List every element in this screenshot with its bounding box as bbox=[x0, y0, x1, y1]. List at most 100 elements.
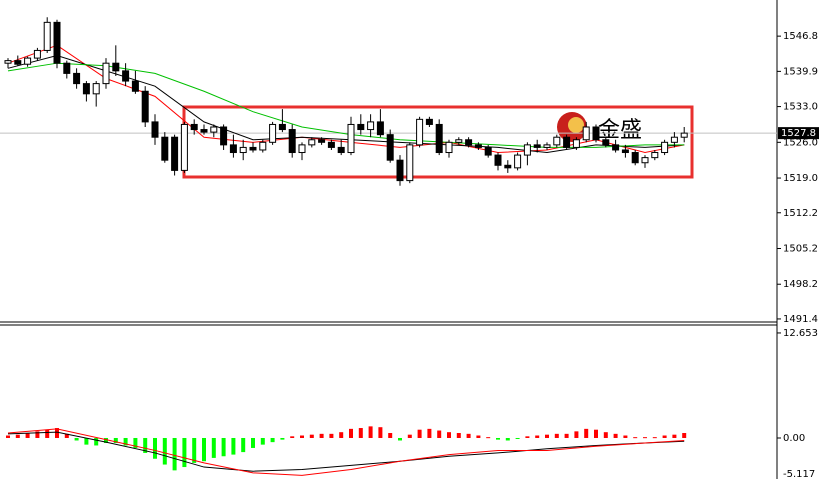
histogram-bar bbox=[515, 437, 520, 439]
histogram-bar bbox=[329, 433, 334, 438]
histogram-bar bbox=[192, 437, 197, 463]
logo-text: 金盛 bbox=[598, 118, 642, 143]
histogram-bar bbox=[113, 437, 118, 443]
histogram-bar bbox=[662, 435, 667, 438]
candle-body bbox=[298, 144, 306, 154]
candle-body bbox=[484, 146, 492, 156]
candle-body bbox=[621, 149, 629, 154]
y-tick-label: 1505.2 bbox=[783, 243, 818, 254]
histogram-bar bbox=[182, 437, 187, 468]
candle-body bbox=[327, 141, 335, 148]
histogram-bar bbox=[35, 431, 40, 438]
candle-body bbox=[249, 146, 257, 151]
candle-body bbox=[220, 126, 228, 146]
histogram-bar bbox=[535, 435, 540, 438]
histogram-bar bbox=[349, 428, 353, 438]
last-price-box bbox=[778, 127, 819, 140]
histogram-bar bbox=[300, 435, 304, 438]
candle-body bbox=[533, 144, 541, 148]
histogram-bar bbox=[554, 433, 559, 438]
histogram-bar bbox=[221, 437, 226, 457]
histogram-bar bbox=[564, 433, 569, 438]
y-tick-label: 1539.9 bbox=[783, 66, 818, 77]
histogram-bar bbox=[25, 433, 30, 438]
candle-body bbox=[14, 60, 22, 65]
candle-body bbox=[43, 21, 51, 51]
candle-body bbox=[680, 132, 688, 138]
y-tick-label: 1491.4 bbox=[783, 314, 818, 325]
histogram-bar bbox=[319, 433, 324, 438]
candle-body bbox=[504, 164, 512, 169]
histogram-bar bbox=[427, 428, 432, 438]
price-panel: 1527.8 1546.8 1539.9 1533.0 1526.0 1519.0 1512… bbox=[0, 17, 819, 325]
histogram-bar bbox=[398, 437, 402, 441]
candle-body bbox=[33, 49, 41, 59]
candle-body bbox=[602, 139, 610, 146]
candle-body bbox=[435, 123, 443, 154]
y-tick-label: 1498.2 bbox=[783, 279, 818, 290]
histogram-bar bbox=[613, 433, 618, 438]
histogram-bar bbox=[172, 437, 177, 471]
candle-body bbox=[308, 139, 316, 146]
histogram-bar bbox=[456, 433, 461, 438]
candle-body bbox=[386, 134, 394, 161]
histogram-bar bbox=[368, 426, 373, 438]
candle-body bbox=[141, 90, 149, 123]
y-tick-label: 12.653 bbox=[783, 328, 818, 339]
macd-panel: 12.653 0.00 -5.117 bbox=[6, 328, 818, 479]
histogram-bar bbox=[378, 427, 383, 438]
histogram-bar bbox=[143, 437, 148, 453]
histogram-bar bbox=[633, 437, 638, 439]
y-tick-label: 1519.0 bbox=[783, 173, 818, 184]
candle-body bbox=[53, 21, 61, 64]
histogram-bar bbox=[574, 431, 579, 438]
candle-body bbox=[278, 123, 286, 131]
candle-body bbox=[553, 136, 561, 146]
histogram-bar bbox=[241, 437, 246, 453]
candle-body bbox=[631, 152, 639, 164]
candle-body bbox=[670, 136, 678, 143]
candle-body bbox=[563, 136, 571, 148]
histogram-bar bbox=[202, 437, 206, 462]
histogram-bar bbox=[603, 432, 608, 438]
candle-body bbox=[171, 136, 179, 171]
candle-body bbox=[63, 62, 71, 74]
histogram-bar bbox=[407, 434, 412, 438]
candle-body bbox=[82, 83, 90, 95]
logo: 金盛 bbox=[557, 112, 642, 143]
histogram-bar bbox=[270, 437, 275, 443]
y-tick-label: 0.00 bbox=[783, 433, 805, 444]
histogram-bar bbox=[623, 435, 628, 438]
histogram-bar bbox=[309, 434, 314, 438]
histogram-bar bbox=[84, 437, 89, 445]
candle-body bbox=[514, 154, 522, 169]
candle-body bbox=[239, 146, 247, 154]
y-tick-label: 1546.8 bbox=[783, 31, 818, 42]
candle-body bbox=[112, 62, 120, 72]
histogram-bar bbox=[6, 435, 10, 438]
candle-body bbox=[376, 121, 384, 136]
indicator-line bbox=[7, 431, 685, 472]
candle-body bbox=[661, 141, 669, 154]
histogram-bar bbox=[123, 437, 128, 446]
candle-body bbox=[337, 146, 345, 154]
histogram-bar bbox=[476, 435, 481, 438]
candle-body bbox=[122, 70, 130, 82]
y-tick-label: -5.117 bbox=[783, 469, 815, 479]
histogram-bar bbox=[64, 433, 69, 438]
candle-body bbox=[612, 144, 620, 151]
candle-body bbox=[288, 129, 296, 154]
candle-body bbox=[455, 139, 463, 143]
histogram-bar bbox=[280, 437, 285, 440]
histogram-bar bbox=[447, 432, 451, 438]
histogram-bar bbox=[643, 437, 647, 439]
histogram-bar bbox=[260, 437, 265, 445]
candle-body bbox=[259, 141, 267, 151]
candle-body bbox=[416, 118, 424, 146]
candle-body bbox=[102, 62, 110, 85]
histogram-bar bbox=[584, 428, 589, 438]
histogram-bar bbox=[74, 437, 79, 441]
histogram-bar bbox=[339, 432, 344, 438]
histogram-bar bbox=[388, 433, 393, 438]
